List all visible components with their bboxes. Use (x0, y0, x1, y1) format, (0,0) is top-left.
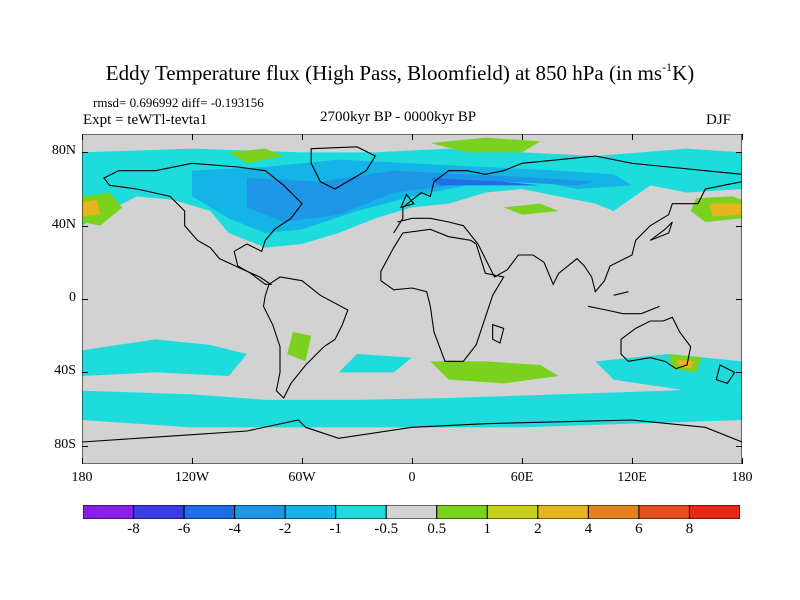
colorbar-label: 4 (584, 521, 593, 537)
lon-tick-top (632, 134, 633, 140)
contour-sh-cyan-south (82, 387, 742, 428)
colorbar-label: 6 (635, 521, 643, 537)
lat-label: 80N (51, 143, 76, 159)
lat-label: 40N (51, 216, 76, 232)
lon-tick-bottom (522, 458, 523, 464)
colorbar-swatch (284, 505, 337, 519)
lon-label: 60E (510, 470, 534, 485)
colorbar-swatch (335, 505, 387, 519)
lon-label: 0 (408, 470, 416, 485)
coastlines (82, 146, 742, 443)
contour-orange-pacific-e (709, 203, 742, 217)
colorbar-label: -0.5 (374, 521, 399, 537)
coast-north-america (103, 162, 303, 285)
coast-south-america (262, 276, 349, 399)
stats-text: rmsd= 0.696992 diff= -0.193156 (93, 95, 264, 110)
coast-indonesia (587, 291, 660, 315)
lon-tick-top (412, 134, 413, 140)
season-label: DJF (706, 112, 732, 128)
lat-tick-left (82, 299, 88, 300)
colorbar-label: -6 (177, 521, 191, 537)
coast-greenland (310, 146, 377, 190)
coast-japan (650, 221, 673, 241)
lat-tick-left (82, 152, 88, 154)
contour-sh-cyan-pacific (82, 339, 247, 376)
contour-nh-blue3 (430, 178, 541, 186)
contour-sh-cyan-atlantic (338, 354, 412, 373)
colorbar-label: 2 (534, 521, 542, 537)
colorbar (83, 505, 740, 519)
lon-tick-bottom (412, 458, 413, 464)
contour-green-eurasia (503, 203, 559, 215)
lat-label: 80S (54, 436, 76, 452)
lon-label: 120W (174, 470, 210, 485)
coast-madagascar (492, 323, 505, 344)
colorbar-label: -8 (127, 521, 140, 537)
colorbar-label: 0.5 (427, 521, 447, 537)
coast-australia (620, 316, 692, 370)
lon-tick-top (742, 134, 743, 140)
lon-tick-bottom (192, 458, 193, 464)
lat-tick-left (82, 225, 88, 227)
lon-tick-top (302, 134, 303, 140)
coast-uk (400, 193, 415, 209)
colorbar-label: -4 (228, 521, 241, 537)
colorbar-swatch (83, 505, 135, 519)
contour-sh-green-argentina (287, 332, 312, 362)
lat-tick-right (736, 299, 742, 300)
contour-green-canada (228, 148, 284, 164)
colorbar-swatch (183, 505, 236, 519)
lon-tick-top (522, 134, 523, 140)
coast-africa-eurasia (380, 228, 505, 362)
colorbar-swatch (133, 505, 185, 519)
contour-orange-pacific-w (82, 200, 101, 217)
map-title: Eddy Temperature flux (High Pass, Bloomf… (105, 60, 695, 85)
colorbar-swatch (385, 505, 438, 519)
colorbar-swatch (537, 505, 589, 519)
colorbar-label: 8 (685, 521, 694, 537)
flux-contours (82, 137, 742, 428)
colorbar-swatch (587, 505, 640, 519)
contour-sh-yellow-aus (676, 359, 695, 369)
contour-green-arctic (430, 137, 541, 153)
colorbar-label: 1 (483, 521, 492, 537)
lat-tick-left (82, 445, 88, 447)
lon-label: 60W (288, 470, 316, 485)
lon-label: 180 (71, 470, 93, 485)
colorbar-swatch (486, 505, 539, 519)
colorbar-swatch (234, 505, 286, 519)
contour-sh-cyan-indian (595, 354, 742, 391)
lat-label: 0 (69, 290, 76, 305)
lon-tick-bottom (632, 458, 633, 464)
lat-tick-right (736, 372, 742, 374)
colorbar-swatch (638, 505, 690, 519)
coast-eurasia (393, 155, 742, 293)
lon-tick-bottom (742, 458, 743, 464)
lat-label: 40S (54, 363, 76, 379)
flux-map (82, 134, 742, 464)
experiment-label: Expt = teWTl-tevta1 (83, 112, 208, 128)
lon-tick-bottom (302, 458, 303, 464)
lat-tick-right (736, 225, 742, 227)
contour-sh-green-south-atlantic (430, 361, 559, 384)
lon-label: 180 (731, 470, 753, 485)
colorbar-swatch (688, 505, 740, 519)
lon-label: 120E (617, 470, 647, 485)
colorbar-swatch (436, 505, 488, 519)
colorbar-label: -2 (278, 521, 292, 537)
contour-nh-blue2 (247, 170, 596, 222)
lon-tick-top (82, 134, 83, 140)
lat-tick-right (736, 445, 742, 447)
lat-tick-right (736, 152, 742, 154)
lon-tick-bottom (82, 458, 83, 464)
lat-tick-left (82, 372, 88, 374)
colorbar-label: -1 (329, 521, 342, 537)
coast-antarctica (82, 419, 742, 443)
lon-tick-top (192, 134, 193, 140)
coast-new-zealand (715, 364, 736, 384)
period-label: 2700kyr BP - 0000kyr BP (320, 109, 477, 125)
